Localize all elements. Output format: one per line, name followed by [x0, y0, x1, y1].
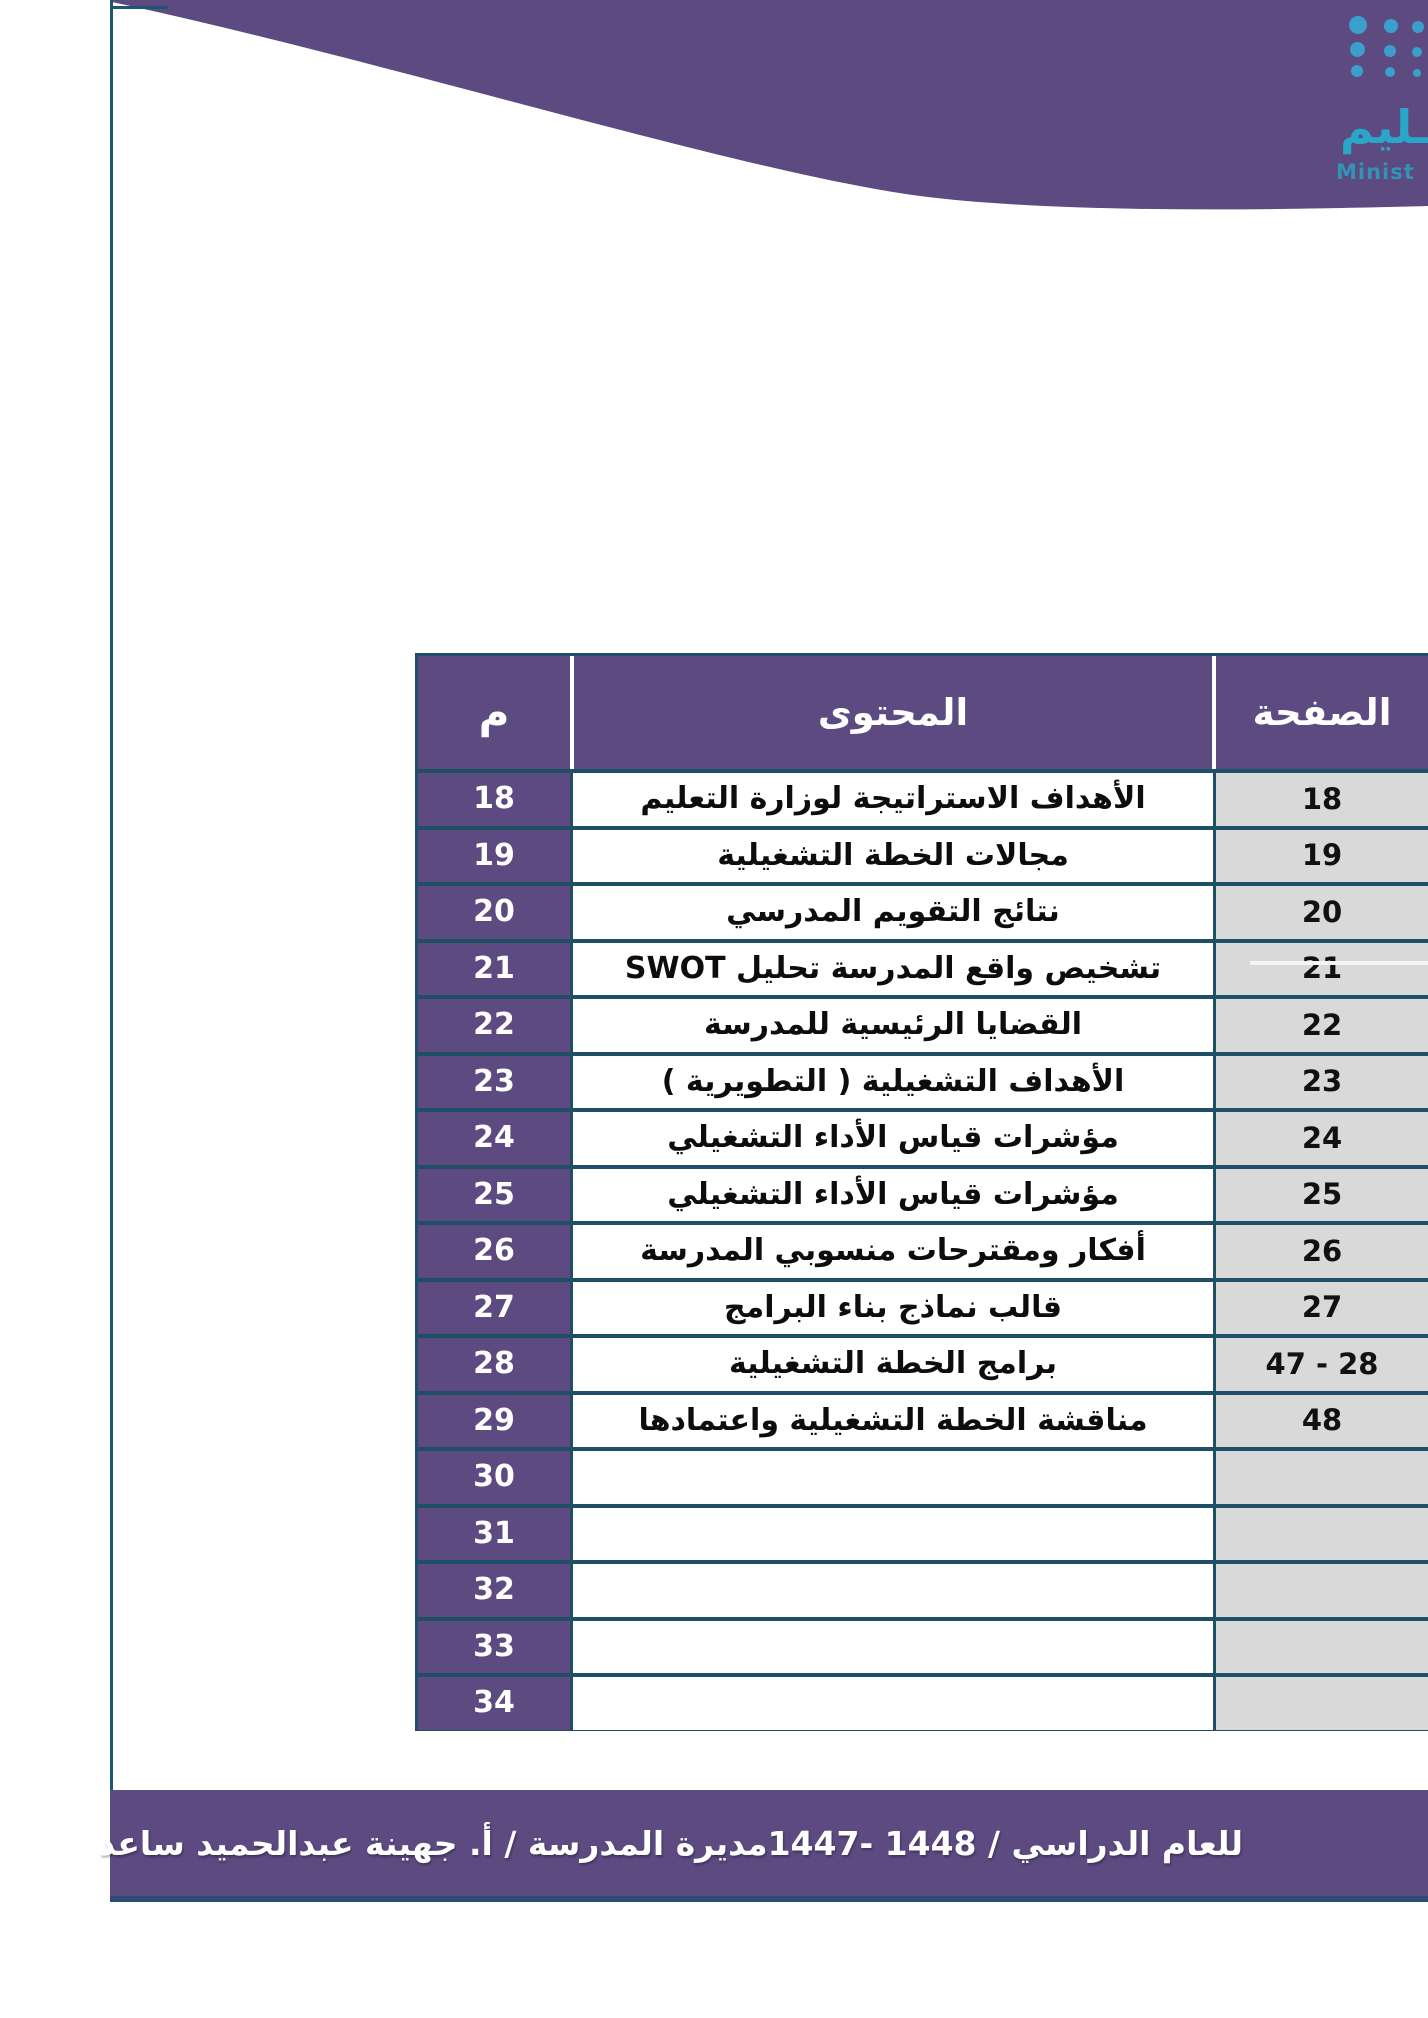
toc-cell-title: مؤشرات قياس الأداء التشغيلي: [570, 1168, 1216, 1221]
footer-principal: مديرة المدرسة / أ. جهينة عبدالحميد ساعد: [98, 1823, 768, 1863]
toc-cell-title: [570, 1677, 1216, 1730]
logo-dot: [1412, 21, 1424, 33]
logo-dot: [1384, 45, 1396, 57]
toc-cell-page: 48: [1216, 1394, 1428, 1447]
toc-cell-number: 19: [418, 829, 570, 882]
toc-cell-title: مناقشة الخطة التشغيلية واعتمادها: [570, 1394, 1216, 1447]
toc-cell-page: 19: [1216, 829, 1428, 882]
toc-row: 33: [418, 1616, 1428, 1673]
toc-row: 23 الأهداف التشغيلية ( التطويرية ) 23: [418, 1051, 1428, 1108]
toc-cell-number: 32: [418, 1564, 570, 1617]
toc-cell-number: 23: [418, 1055, 570, 1108]
logo-dot: [1385, 67, 1395, 77]
toc-cell-title: نتائج التقويم المدرسي: [570, 886, 1216, 939]
toc-cell-page: [1216, 1451, 1428, 1504]
toc-cell-page: 20: [1216, 886, 1428, 939]
toc-row: 24 مؤشرات قياس الأداء التشغيلي 24: [418, 1108, 1428, 1165]
toc-header-content: المحتوى: [570, 656, 1216, 769]
header-wave-decoration: [112, 0, 1428, 210]
toc-cell-number: 29: [418, 1394, 570, 1447]
logo-dot: [1384, 19, 1398, 33]
toc-cell-number: 26: [418, 1225, 570, 1278]
toc-cell-page: 25: [1216, 1168, 1428, 1221]
toc-cell-page: [1216, 1677, 1428, 1730]
toc-row: 31: [418, 1503, 1428, 1560]
logo-dot: [1351, 65, 1363, 77]
toc-row: 30: [418, 1447, 1428, 1504]
toc-cell-title: مجالات الخطة التشغيلية: [570, 829, 1216, 882]
logo-dot: [1412, 47, 1422, 57]
toc-cell-number: 28: [418, 1338, 570, 1391]
toc-cell-title: [570, 1620, 1216, 1673]
toc-cell-page: 28 - 47: [1216, 1338, 1428, 1391]
toc-cell-page: [1216, 1620, 1428, 1673]
toc-cell-title: أفكار ومقترحات منسوبي المدرسة: [570, 1225, 1216, 1278]
toc-cell-page: 26: [1216, 1225, 1428, 1278]
toc-cell-title: برامج الخطة التشغيلية: [570, 1338, 1216, 1391]
page-left-border-tick: [110, 6, 168, 9]
toc-cell-title: مؤشرات قياس الأداء التشغيلي: [570, 1112, 1216, 1165]
toc-row: 34: [418, 1673, 1428, 1730]
toc-row: 19 مجالات الخطة التشغيلية 19: [418, 825, 1428, 882]
logo-dot: [1349, 16, 1367, 34]
toc-cell-number: 25: [418, 1168, 570, 1221]
toc-row: 32: [418, 1560, 1428, 1617]
toc-cell-number: 30: [418, 1451, 570, 1504]
logo-dot: [1413, 69, 1421, 77]
toc-row: 22 القضايا الرئيسية للمدرسة 22: [418, 995, 1428, 1052]
toc-row: 21 تشخيص واقع المدرسة تحليل SWOT 21: [418, 938, 1428, 995]
toc-cell-number: 31: [418, 1507, 570, 1560]
toc-cell-page: 24: [1216, 1112, 1428, 1165]
logo-dot: [1350, 42, 1365, 57]
toc-cell-page: 21: [1216, 942, 1428, 995]
toc-row: 29 مناقشة الخطة التشغيلية واعتمادها 48: [418, 1390, 1428, 1447]
toc-cell-title: الأهداف التشغيلية ( التطويرية ): [570, 1055, 1216, 1108]
toc-table: م المحتوى الصفحة 18 الأهداف الاستراتيجة ل…: [415, 653, 1428, 1731]
toc-cell-number: 27: [418, 1281, 570, 1334]
toc-body: 18 الأهداف الاستراتيجة لوزارة التعليم 18 19…: [418, 769, 1428, 1730]
toc-cell-title: [570, 1451, 1216, 1504]
logo-english-text: Minist: [1336, 160, 1415, 184]
toc-cell-page: 22: [1216, 999, 1428, 1052]
toc-cell-title: [570, 1507, 1216, 1560]
toc-cell-title: تشخيص واقع المدرسة تحليل SWOT: [570, 942, 1216, 995]
toc-header-page: الصفحة: [1252, 691, 1392, 734]
footer-bar: للعام الدراسي / 1448 -1447 مديرة المدرسة…: [98, 1790, 1428, 1902]
row21-white-line-artifact: [1250, 961, 1428, 965]
toc-cell-page: 23: [1216, 1055, 1428, 1108]
toc-cell-number: 33: [418, 1620, 570, 1673]
toc-cell-number: 20: [418, 886, 570, 939]
toc-row: 20 نتائج التقويم المدرسي 20: [418, 882, 1428, 939]
toc-cell-page: [1216, 1564, 1428, 1617]
toc-cell-number: 21: [418, 942, 570, 995]
toc-cell-page: [1216, 1507, 1428, 1560]
toc-header-number: م: [478, 687, 510, 737]
toc-row: 25 مؤشرات قياس الأداء التشغيلي 25: [418, 1164, 1428, 1221]
toc-row: 26 أفكار ومقترحات منسوبي المدرسة 26: [418, 1221, 1428, 1278]
footer-academic-year: للعام الدراسي / 1448 -1447: [767, 1823, 1243, 1863]
toc-cell-title: [570, 1564, 1216, 1617]
toc-cell-number: 22: [418, 999, 570, 1052]
toc-cell-page: 27: [1216, 1281, 1428, 1334]
toc-row: 27 قالب نماذج بناء البرامج 27: [418, 1277, 1428, 1334]
toc-cell-page: 18: [1216, 773, 1428, 826]
toc-cell-number: 24: [418, 1112, 570, 1165]
toc-cell-number: 34: [418, 1677, 570, 1730]
logo-arabic-text: ـليم: [1340, 100, 1428, 154]
toc-row: 18 الأهداف الاستراتيجة لوزارة التعليم 18: [418, 769, 1428, 826]
toc-header-row: م المحتوى الصفحة: [418, 656, 1428, 769]
toc-row: 28 برامج الخطة التشغيلية 28 - 47: [418, 1334, 1428, 1391]
toc-cell-title: القضايا الرئيسية للمدرسة: [570, 999, 1216, 1052]
toc-cell-number: 18: [418, 773, 570, 826]
toc-cell-title: قالب نماذج بناء البرامج: [570, 1281, 1216, 1334]
page-left-border: [110, 0, 113, 1790]
toc-cell-title: الأهداف الاستراتيجة لوزارة التعليم: [570, 773, 1216, 826]
